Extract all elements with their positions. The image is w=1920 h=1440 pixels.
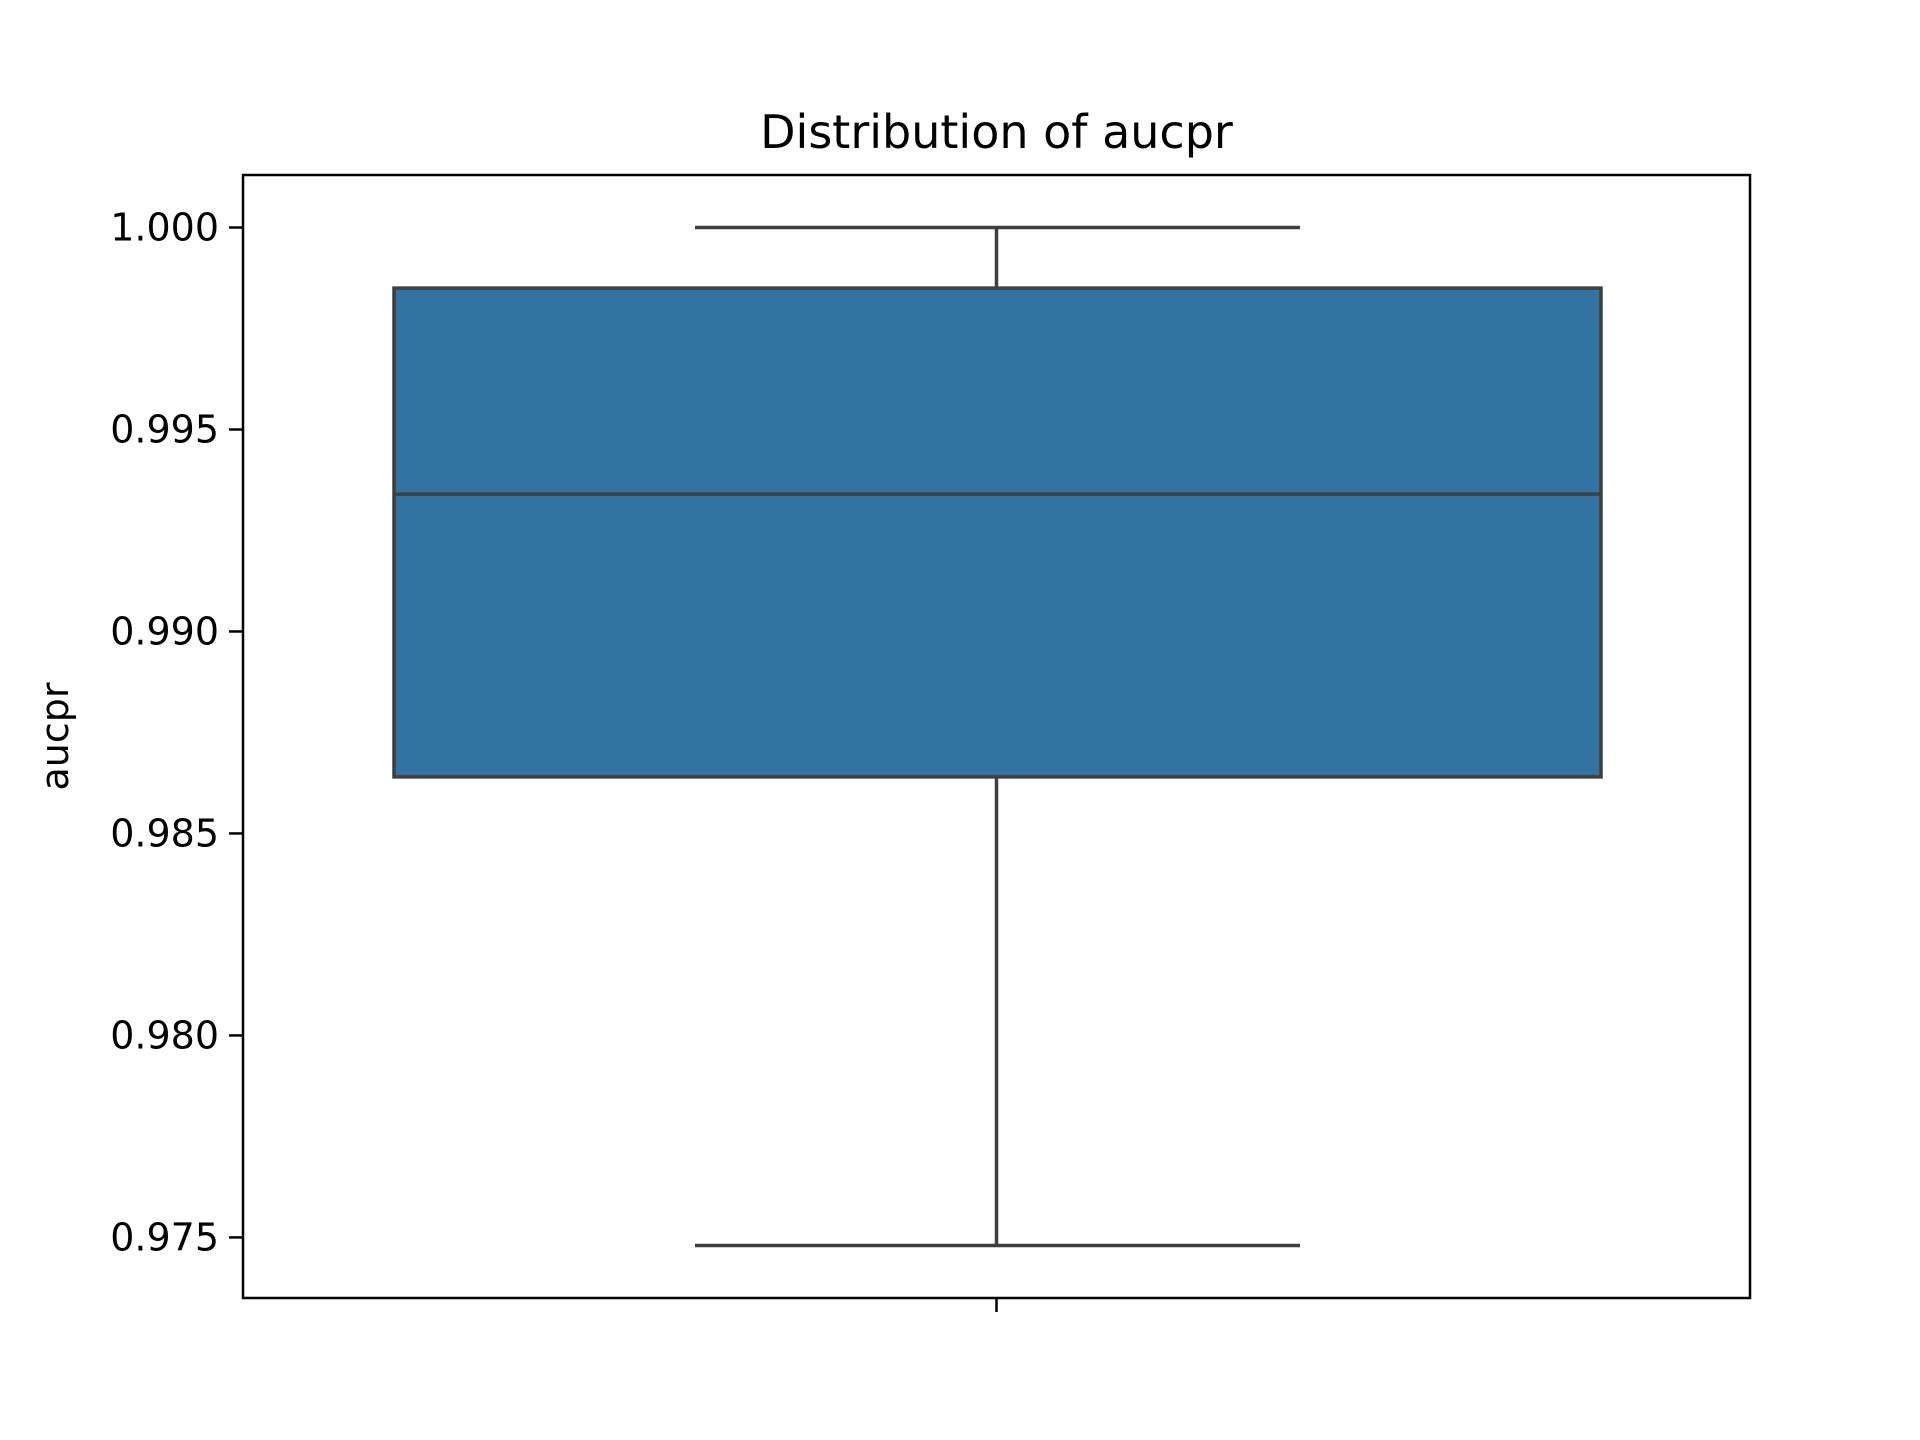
y-tick-label: 0.975 [110, 1215, 219, 1259]
y-tick-label: 0.985 [110, 811, 219, 855]
y-tick-label: 0.995 [110, 407, 219, 451]
y-tick-label: 0.980 [110, 1013, 219, 1057]
y-tick-label: 1.000 [110, 206, 219, 250]
chart-title: Distribution of aucpr [760, 105, 1233, 159]
iqr-box [392, 286, 1603, 779]
box-plot [392, 225, 1603, 1248]
y-tick-label: 0.990 [110, 609, 219, 653]
y-axis-label: aucpr [33, 682, 77, 790]
axes-frame [241, 173, 1752, 1300]
y-axis-ticks: 0.975 0.980 0.985 0.990 0.995 1.000 [110, 206, 243, 1259]
